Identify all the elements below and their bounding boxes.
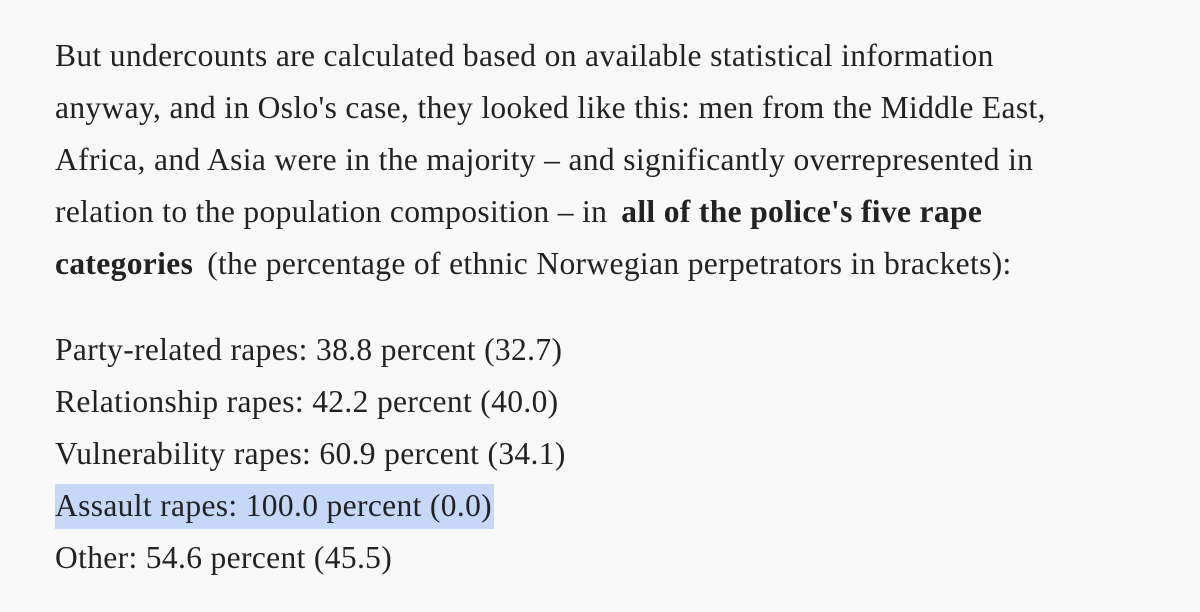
list-item: Assault rapes: 100.0 percent (0.0) bbox=[55, 480, 1046, 532]
list-item: Vulnerability rapes: 60.9 percent (34.1) bbox=[55, 428, 1046, 480]
paragraph: But undercounts are calculated based on … bbox=[55, 30, 1046, 290]
paragraph-line: categories (the percentage of ethnic Norw… bbox=[55, 238, 1046, 290]
paragraph-line: Africa, and Asia were in the majority – … bbox=[55, 134, 1046, 186]
bold-text: categories bbox=[55, 246, 194, 281]
bold-text: all of the police's five rape bbox=[621, 194, 983, 229]
list-text: Party-related rapes: 38.8 percent (32.7) bbox=[55, 332, 563, 367]
text-run: But undercounts are calculated based on … bbox=[55, 38, 994, 73]
list-text: Vulnerability rapes: 60.9 percent (34.1) bbox=[55, 436, 566, 471]
text-run: (the percentage of ethnic Norwegian perp… bbox=[207, 246, 1012, 281]
list-item: Other: 54.6 percent (45.5) bbox=[55, 532, 1046, 584]
paragraph-line: anyway, and in Oslo's case, they looked … bbox=[55, 82, 1046, 134]
article: But undercounts are calculated based on … bbox=[55, 30, 1046, 584]
list-text: Assault rapes: 100.0 percent (0.0) bbox=[55, 484, 495, 529]
text-run: relation to the population composition –… bbox=[55, 194, 608, 229]
paragraph-line: relation to the population composition –… bbox=[55, 186, 1046, 238]
list-item: Relationship rapes: 42.2 percent (40.0) bbox=[55, 376, 1046, 428]
list: Party-related rapes: 38.8 percent (32.7)… bbox=[55, 324, 1046, 584]
list-text: Relationship rapes: 42.2 percent (40.0) bbox=[55, 384, 559, 419]
text-run: Africa, and Asia were in the majority – … bbox=[55, 142, 1034, 177]
text-run: anyway, and in Oslo's case, they looked … bbox=[55, 90, 1046, 125]
paragraph-line: But undercounts are calculated based on … bbox=[55, 30, 1046, 82]
list-item: Party-related rapes: 38.8 percent (32.7) bbox=[55, 324, 1046, 376]
list-text: Other: 54.6 percent (45.5) bbox=[55, 540, 393, 575]
